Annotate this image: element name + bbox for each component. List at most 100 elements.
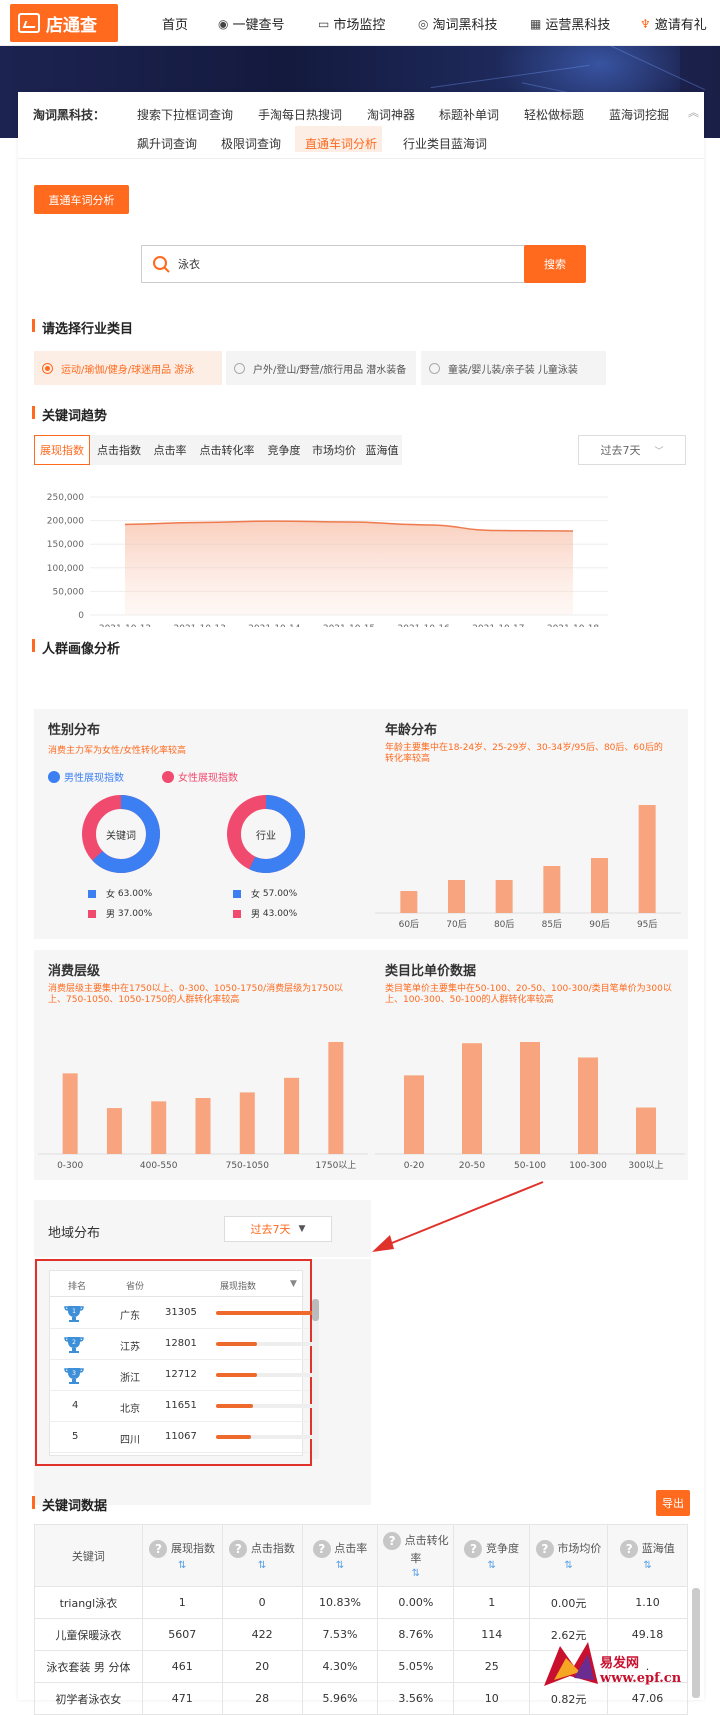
svg-text:1: 1 [72,1308,76,1315]
nav-market-monitor-label: 市场监控 [333,18,386,33]
region-period-select[interactable]: 过去7天 ▼ [224,1216,332,1242]
search-icon [153,256,170,273]
nav-check-account[interactable]: ◉ 一键查号 [218,14,285,34]
subnav-item-title-words[interactable]: 标题补单词 [439,108,500,122]
kw-header-label: 点击率 [334,1542,368,1555]
logo[interactable]: 店通查 [10,4,118,42]
industry-option-swim[interactable]: 运动/瑜伽/健身/球迷用品 游泳 [34,351,222,385]
region-header-rank: 排名 [68,1282,87,1292]
help-icon[interactable]: ? [229,1540,248,1558]
sort-icon[interactable]: ⇅ [643,1560,652,1571]
sort-icon[interactable]: ⇅ [257,1560,267,1571]
kw-header-competition[interactable]: ? 竞争度 ⇅ [453,1524,531,1587]
consume-card: 消费层级 消费层级主要集中在1750以上、0-300、1050-1750/消费层… [34,950,371,1180]
age-card: 年龄分布 年龄主要集中在18-24岁、25-29岁、30-34岁/95后、80后… [371,709,688,939]
keyword-gender-donut [82,795,160,873]
subnav-item-ztc-analysis[interactable]: 直通车词分析 [305,137,378,151]
sort-icon[interactable]: ⇅ [564,1560,573,1571]
nav-home[interactable]: 首页 [162,14,188,33]
sort-icon[interactable]: ⇅ [178,1560,187,1571]
sort-icon[interactable]: ⇅ [411,1568,421,1579]
nav-market-monitor[interactable]: ▭ 市场监控 [318,14,386,34]
region-value: 12801 [165,1338,197,1349]
help-icon[interactable]: ? [312,1540,331,1558]
trend-tab[interactable]: 市场均价 [312,444,356,457]
search-circle-icon: ◎ [418,16,429,31]
sort-icon[interactable]: ⇅ [335,1560,345,1571]
collapse-icon[interactable]: ︽ [688,106,699,119]
kw-cell-value: 3.56% [377,1682,455,1715]
search-input[interactable] [178,252,518,276]
nav-check-account-label: 一键查号 [232,18,285,33]
nav-word-tech[interactable]: ◎ 淘词黑科技 [418,14,498,34]
help-icon[interactable]: ? [620,1540,639,1558]
x-tick-label: 100-300 [569,1161,607,1171]
bar [520,1042,540,1154]
nav-invite[interactable]: ♆ 邀请有礼 [640,14,707,34]
x-tick-label: 20-50 [459,1161,485,1171]
subnav-item-dropdown-query[interactable]: 搜索下拉框词查询 [137,108,234,122]
kw-header-clicks[interactable]: ? 点击指数 ⇅ [221,1524,303,1587]
female-icon [162,770,174,783]
kw-cell-value: 5.05% [377,1650,455,1683]
industry-option-diving[interactable]: 户外/登山/野营/旅行用品 潜水装备 [226,351,416,385]
y-tick-label: 0 [78,611,84,621]
region-bar-fill [216,1404,253,1408]
kw-header-cvr[interactable]: ? 点击转化率 ⇅ [377,1524,455,1587]
trend-tab[interactable]: 展现指数 [34,435,90,465]
help-icon[interactable]: ? [149,1540,168,1558]
region-rank: 5 [72,1431,79,1442]
help-icon[interactable]: ? [535,1540,554,1558]
nav-word-tech-label: 淘词黑科技 [432,18,498,33]
search-button[interactable]: 搜索 [524,245,586,283]
caret-down-icon[interactable]: ▼ [290,1279,297,1289]
kw-header-blue[interactable]: ? 蓝海值 ⇅ [607,1524,688,1587]
bar [239,1092,255,1154]
subnav-item-word-tool[interactable]: 淘词神器 [367,108,416,122]
keyword-male-pct: 男 37.00% [88,907,152,920]
kw-header-impressions[interactable]: ? 展现指数 ⇅ [141,1524,223,1587]
region-row: 3 浙江 12712 [50,1360,316,1391]
kw-header-ctr[interactable]: ? 点击率 ⇅ [301,1524,379,1587]
sort-icon[interactable]: ⇅ [487,1560,496,1571]
region-bar-track [216,1342,316,1346]
trend-tab[interactable]: 点击率 [153,444,187,457]
subnav-item-category-blue[interactable]: 行业类目蓝海词 [403,137,488,151]
scrollbar-track[interactable] [312,1299,319,1459]
subnav-item-rising[interactable]: 飙升词查询 [137,137,198,151]
region-row: 5 四川 11067 [50,1422,316,1453]
trend-tab[interactable]: 竞争度 [267,444,301,457]
bar [400,891,418,913]
help-icon[interactable]: ? [464,1540,483,1558]
label-male: 男 [106,910,116,920]
subnav-item-limit[interactable]: 极限词查询 [221,137,282,151]
industry-option-kids[interactable]: 童装/婴儿装/亲子装 儿童泳装 [421,351,606,385]
page-scrollbar-thumb[interactable] [692,1588,700,1698]
x-tick-label: 2021-10-18 [547,624,600,627]
subnav-item-hot-search[interactable]: 手淘每日热搜词 [258,108,343,122]
kw-header-label: 关键词 [71,1549,105,1563]
region-province: 浙江 [120,1373,140,1384]
export-button[interactable]: 导出 [656,1490,690,1516]
kw-cell-value: 5.96% [301,1682,379,1715]
nav-ops-tech[interactable]: ▦ 运营黑科技 [530,14,610,34]
trend-tab[interactable]: 点击指数 [97,444,141,457]
trend-period-select[interactable]: 过去7天 ﹀ [578,435,686,465]
region-province: 北京 [120,1404,140,1415]
highlight-box [35,1259,312,1466]
x-tick-label: 2021-10-13 [174,624,226,627]
kw-cell-keyword: 泳衣套装 男 分体 [34,1650,143,1683]
y-tick-label: 250,000 [47,493,84,503]
table-row[interactable]: 儿童保暖泳衣 5607 422 7.53% 8.76% 114 2.62元 49.18 [34,1618,688,1651]
trophy-icon: 2 [64,1335,84,1353]
help-icon[interactable]: ? [383,1532,402,1550]
ztc-analysis-button[interactable]: 直通车词分析 [34,185,129,214]
subnav-item-easy-title[interactable]: 轻松做标题 [524,108,585,122]
trend-tab[interactable]: 点击转化率 [199,444,255,457]
trend-tab[interactable]: 蓝海值 [365,444,399,457]
kw-header-price[interactable]: ? 市场均价 ⇅ [529,1524,609,1587]
scrollbar-thumb[interactable] [312,1299,319,1321]
table-row[interactable]: triangl泳衣 1 0 10.83% 0.00% 1 0.00元 1.10 [34,1586,688,1619]
subnav-item-blue-ocean[interactable]: 蓝海词挖掘 [609,108,670,122]
industry-male-pct: 男 43.00% [233,907,297,920]
